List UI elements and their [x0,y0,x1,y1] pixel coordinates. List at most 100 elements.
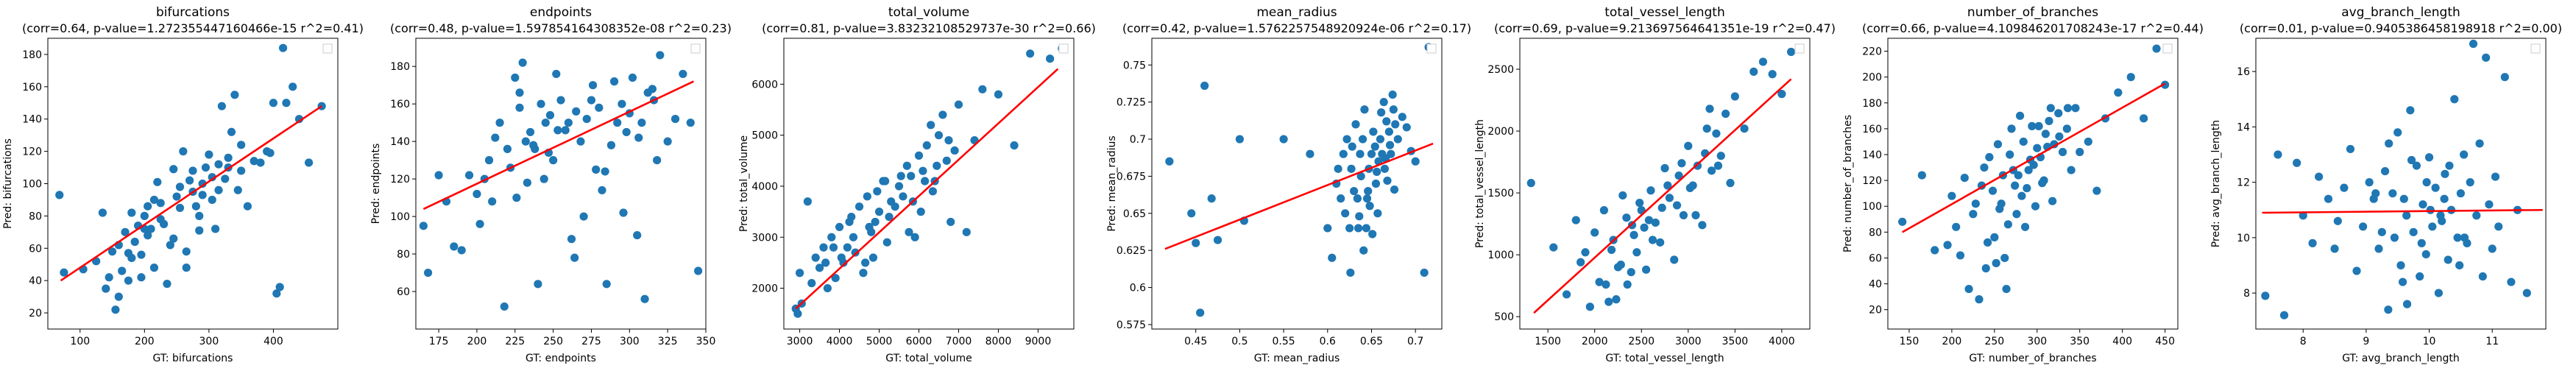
legend-box [2530,43,2541,54]
data-point [2071,104,2080,113]
data-point [2002,284,2011,294]
data-point [518,58,527,67]
data-point [2084,137,2092,146]
data-point [1627,268,1635,277]
data-point [994,90,1003,99]
data-point [1391,120,1400,129]
data-point [1339,149,1348,158]
y-tick-label: 0.6 [1130,283,1146,294]
data-point [1402,123,1411,132]
data-point [182,247,191,256]
legend-box [690,43,701,54]
data-point [2507,278,2516,286]
data-point [1355,212,1364,221]
data-point [2046,104,2055,113]
data-point [2274,150,2282,159]
data-point [278,43,288,52]
data-point [1616,260,1625,269]
data-point [208,173,216,182]
y-tick-label: 0.7 [1130,134,1146,146]
data-point [2441,169,2449,178]
x-tick-label: 200 [135,336,155,347]
y-tick-label: 120 [1862,175,1882,187]
data-point [217,102,226,110]
x-tick-label: 7000 [946,336,972,347]
data-point [1590,228,1599,237]
data-point [511,73,520,82]
data-point [1713,161,1723,170]
y-axis-label: Pred: bifurcations [2,138,14,229]
data-point [845,217,854,227]
data-point [1549,243,1558,252]
data-point [570,253,579,262]
data-point [2031,202,2040,211]
data-point [208,195,216,205]
data-point [2330,244,2339,253]
data-point [567,235,576,244]
y-tick-label: 1500 [1487,188,1514,199]
data-point [2324,194,2333,203]
data-point [1960,174,1969,183]
data-point [1562,290,1571,299]
y-tick-label: 14 [2237,121,2250,133]
data-point [609,77,619,86]
data-point [198,179,207,188]
x-axis-label: GT: avg_branch_length [2342,353,2460,364]
data-point [243,202,252,211]
data-point [2114,88,2123,97]
data-point [910,233,919,241]
y-tick-label: 140 [1862,149,1882,161]
data-point [2299,211,2307,220]
data-point [2279,311,2289,319]
data-point [1383,176,1392,186]
data-point [2377,227,2386,236]
data-point [1371,179,1381,188]
x-tick-label: 9000 [1025,336,1052,347]
y-axis-label: Pred: endpoints [370,144,382,225]
data-point [1663,181,1672,190]
data-point [2076,147,2084,157]
data-point [2436,211,2445,220]
data-point [618,99,626,108]
y-tick-label: 10 [2237,233,2250,244]
data-point [149,264,159,272]
data-point [946,217,955,227]
data-point [2455,261,2464,270]
data-point [191,202,200,211]
data-point [272,289,281,298]
data-point [2063,104,2073,113]
data-point [1356,172,1365,181]
data-point [1632,248,1641,257]
data-point [488,197,497,206]
y-tick-label: 20 [1869,305,1882,317]
data-point [1364,186,1373,196]
data-point [865,222,874,232]
data-point [1376,135,1385,144]
data-point [1356,149,1365,158]
x-tick-label: 275 [581,336,601,347]
data-point [1380,164,1389,173]
data-point [1917,171,1926,180]
data-point [1768,70,1777,79]
data-point [1373,209,1382,218]
data-point [2380,166,2390,176]
panel-subtitle: (corr=0.69, p-value=9.213697564641351e-1… [1494,21,1836,35]
data-point [601,167,609,176]
data-point [587,96,596,105]
data-point [807,279,816,288]
data-point [102,284,110,293]
data-point [648,85,657,93]
data-point [144,231,152,240]
y-tick-label: 5000 [751,130,778,142]
data-point [2034,121,2043,130]
data-point [2016,111,2025,120]
data-point [1341,209,1350,218]
x-tick-label: 200 [467,336,487,347]
data-point [149,195,159,205]
data-point [1898,217,1907,226]
data-point [2522,289,2531,297]
data-point [227,127,236,136]
panel-title: total_volume [888,5,969,20]
data-point [1368,230,1377,239]
data-point [2396,261,2405,270]
